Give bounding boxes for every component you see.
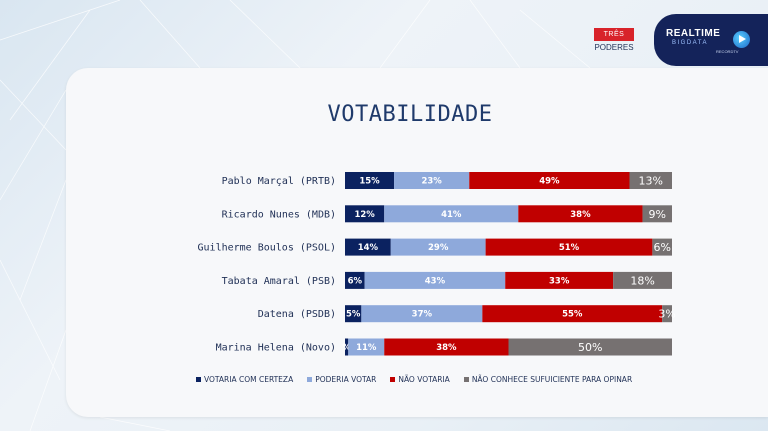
legend-item: PODERIA VOTAR — [307, 375, 376, 384]
bar-segment — [662, 305, 672, 323]
bar-segment — [505, 271, 614, 289]
bar-segment — [508, 338, 672, 356]
legend-item: NÃO CONHECE SUFUICIENTE PARA OPINAR — [463, 375, 633, 384]
data-label: 9% — [649, 208, 666, 221]
category-label: Pablo Marçal (PRTB) — [222, 176, 336, 187]
legend-label: NÃO VOTARIA — [398, 375, 450, 384]
data-label: 51% — [559, 243, 580, 253]
bar-segment — [384, 205, 519, 223]
bar-segment — [394, 172, 470, 189]
recordtv-label: RECORDTV — [716, 49, 739, 54]
data-label: 6% — [348, 276, 363, 286]
data-label: 3% — [658, 308, 675, 321]
bar-segment — [629, 172, 672, 189]
legend-swatch — [307, 377, 313, 382]
category-label: Ricardo Nunes (MDB) — [222, 209, 336, 220]
legend-swatch — [463, 377, 469, 382]
bar-segment — [345, 172, 395, 189]
data-label: 38% — [570, 210, 591, 220]
data-label: 50% — [578, 341, 602, 354]
bar-segment — [518, 205, 643, 223]
chart-title: VOTABILIDADE — [327, 102, 493, 127]
tres-label: TRÊS — [594, 28, 634, 41]
bar-segment — [348, 338, 385, 356]
bar-segment — [390, 238, 486, 256]
chart-legend: VOTARIA COM CERTEZA PODERIA VOTAR NÃO VOTA… — [196, 375, 632, 384]
realtime-bigdata-logo: REALTIME BIGDATA RECORDTV — [654, 14, 768, 66]
tres-poderes-logo: TRÊS PODERES — [594, 28, 634, 52]
legend-item: NÃO VOTARIA — [390, 375, 450, 384]
data-label: 12% — [354, 210, 375, 220]
legend-label: VOTARIA COM CERTEZA — [204, 375, 294, 384]
data-label: 5% — [346, 310, 361, 320]
legend-swatch — [196, 377, 201, 382]
legend-item: VOTARIA COM CERTEZA — [196, 375, 293, 384]
bar-segment — [642, 205, 672, 223]
data-label: 18% — [630, 274, 654, 287]
bar-segment — [652, 238, 672, 256]
bar-segment — [613, 271, 672, 289]
category-label: Guilherme Boulos (PSOL) — [198, 243, 336, 254]
data-label: 15% — [359, 177, 380, 187]
data-label: 6% — [653, 241, 670, 254]
bar-segment — [345, 271, 365, 289]
data-label: % — [342, 343, 351, 353]
category-label: Tabata Amaral (PSB) — [222, 276, 336, 287]
data-label: 11% — [356, 343, 377, 353]
data-label: 13% — [639, 175, 663, 188]
legend-label: PODERIA VOTAR — [315, 375, 377, 384]
data-label: 38% — [436, 343, 457, 353]
realtime-label: REALTIME — [666, 28, 721, 39]
bar-segment — [384, 338, 509, 356]
legend-swatch — [390, 377, 396, 382]
bar-segment — [482, 305, 663, 323]
data-label: 37% — [412, 310, 433, 320]
data-label: 14% — [358, 243, 379, 253]
bar-segment — [485, 238, 653, 256]
data-label: 41% — [441, 210, 462, 220]
data-label: 29% — [428, 243, 449, 253]
bar-segment — [469, 172, 630, 189]
bar-segment — [361, 305, 483, 323]
data-label: 49% — [539, 177, 560, 187]
category-label: Datena (PSDB) — [258, 309, 336, 320]
legend-label: NÃO CONHECE SUFUICIENTE PARA OPINAR — [471, 375, 633, 384]
data-label: 33% — [549, 276, 570, 286]
data-label: 43% — [425, 276, 446, 286]
data-label: 55% — [562, 310, 583, 320]
bigdata-label: BIGDATA — [672, 40, 708, 46]
play-icon — [733, 31, 750, 48]
bar-segment — [345, 338, 349, 356]
poderes-label: PODERES — [594, 43, 634, 52]
bar-segment — [345, 305, 362, 323]
bar-segment — [345, 238, 391, 256]
bar-segment — [345, 205, 385, 223]
bar-segment — [364, 271, 506, 289]
category-label: Marina Helena (Novo) — [216, 343, 336, 354]
data-label: 23% — [421, 177, 442, 187]
